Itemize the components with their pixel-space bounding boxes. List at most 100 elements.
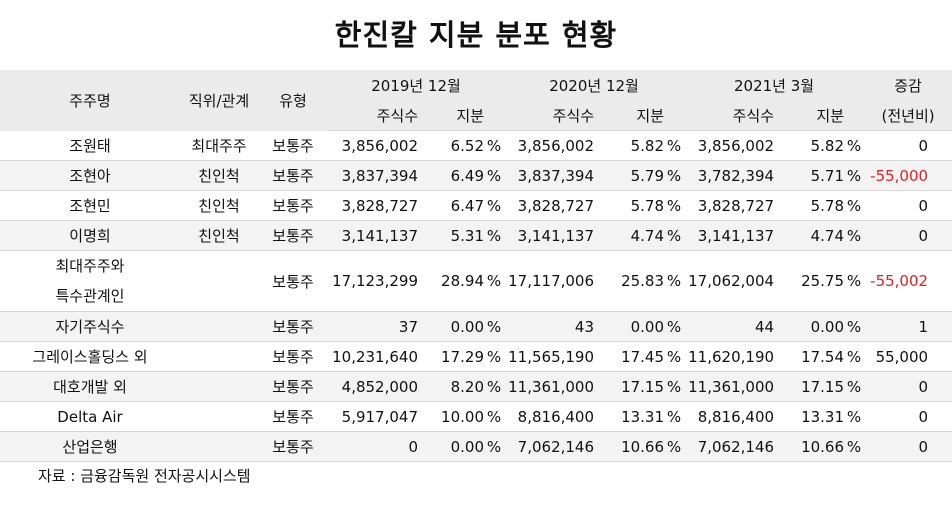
share-count: 11,565,190 — [504, 341, 595, 372]
shareholder-name: 조현민 — [0, 190, 180, 221]
table-row: 그레이스홀딩스 외 보통주 10,231,640 17.29% 11,565,190 17… — [0, 341, 952, 372]
header-shares-2021: 주식수 — [684, 100, 775, 131]
table-row: 조현아 친인척 보통주 3,837,394 6.49% 3,837,394 5.79% 3,7… — [0, 160, 952, 191]
change-value: 0 — [864, 371, 952, 402]
header-type: 유형 — [279, 91, 307, 110]
stake-percent: 10.66 — [594, 431, 665, 462]
shareholding-table: 주주명 직위/관계 유형 2019년 12월 2020년 12월 2021년 3… — [0, 70, 952, 462]
relation — [180, 341, 258, 372]
stake-percent: 10.66 — [774, 431, 845, 462]
table-row: 조원태 최대주주 보통주 3,856,002 6.52% 3,856,002 5.82% 3,… — [0, 130, 952, 161]
stake-percent: 5.79 — [594, 160, 665, 191]
header-stake-2019: 지분 — [418, 100, 484, 131]
header-change-sub: (전년비) — [864, 100, 952, 131]
share-type: 보통주 — [258, 401, 328, 432]
header-change: 증감 — [894, 76, 922, 95]
header-relation: 직위/관계 — [188, 91, 250, 110]
percent-sign: % — [844, 371, 865, 402]
share-count: 0 — [328, 431, 418, 462]
stake-percent: 6.52 — [418, 130, 484, 161]
stake-percent: 0.00 — [774, 311, 845, 342]
percent-sign: % — [484, 220, 505, 251]
share-count: 7,062,146 — [684, 431, 775, 462]
source-note: 자료 : 금융감독원 전자공시시스템 — [38, 467, 251, 485]
stake-percent: 6.47 — [418, 190, 484, 221]
table-row: 최대주주와 특수관계인 보통주 17,123,299 28.94% 17,117,006 2… — [0, 250, 952, 312]
share-count: 3,828,727 — [504, 190, 595, 221]
stake-percent: 4.74 — [594, 220, 665, 251]
share-count: 3,141,137 — [504, 220, 595, 251]
share-count: 3,782,394 — [684, 160, 775, 191]
change-value: 0 — [864, 190, 952, 221]
table-row: 이명희 친인척 보통주 3,141,137 5.31% 3,141,137 4.74% 3,1… — [0, 220, 952, 251]
stake-percent: 8.20 — [418, 371, 484, 402]
change-value: 0 — [864, 130, 952, 161]
shareholder-name: 최대주주와 특수관계인 — [0, 250, 180, 312]
share-count: 17,117,006 — [504, 250, 595, 312]
shareholder-name: 조원태 — [0, 130, 180, 161]
share-count: 4,852,000 — [328, 371, 418, 402]
percent-sign: % — [844, 130, 865, 161]
share-count: 3,828,727 — [328, 190, 418, 221]
share-count: 8,816,400 — [684, 401, 775, 432]
percent-sign: % — [484, 311, 505, 342]
stake-percent: 25.75 — [774, 250, 845, 312]
share-type: 보통주 — [258, 341, 328, 372]
share-type: 보통주 — [258, 220, 328, 251]
stake-percent: 13.31 — [594, 401, 665, 432]
header-period-2021: 2021년 3월 — [734, 76, 815, 95]
share-type: 보통주 — [258, 160, 328, 191]
percent-sign: % — [484, 160, 505, 191]
percent-sign: % — [484, 130, 505, 161]
relation: 최대주주 — [180, 130, 258, 161]
share-type: 보통주 — [258, 311, 328, 342]
change-value: 0 — [864, 431, 952, 462]
stake-percent: 0.00 — [418, 431, 484, 462]
table-row: 조현민 친인척 보통주 3,828,727 6.47% 3,828,727 5.78% 3,8… — [0, 190, 952, 221]
stake-percent: 4.74 — [774, 220, 845, 251]
share-count: 3,856,002 — [684, 130, 775, 161]
table-row: 자기주식수 보통주 37 0.00% 43 0.00% 44 0.00% 1 — [0, 311, 952, 342]
share-count: 11,361,000 — [504, 371, 595, 402]
shareholder-name: Delta Air — [0, 401, 180, 432]
table-row: 산업은행 보통주 0 0.00% 7,062,146 10.66% 7,062,146 10.… — [0, 431, 952, 462]
header-row-2: 주식수 지분 주식수 지분 주식수 지분 (전년비) — [0, 100, 952, 131]
percent-sign: % — [484, 431, 505, 462]
header-row-1: 주주명 직위/관계 유형 2019년 12월 2020년 12월 2021년 3… — [0, 70, 952, 110]
share-count: 3,856,002 — [328, 130, 418, 161]
percent-sign: % — [844, 401, 865, 432]
header-shares-2019: 주식수 — [328, 100, 418, 131]
relation: 친인척 — [180, 220, 258, 251]
change-value: -55,000 — [864, 160, 952, 191]
stake-percent: 6.49 — [418, 160, 484, 191]
stake-percent: 17.29 — [418, 341, 484, 372]
stake-percent: 13.31 — [774, 401, 845, 432]
header-stake-2021: 지분 — [774, 100, 845, 131]
stake-percent: 5.71 — [774, 160, 845, 191]
percent-sign: % — [664, 220, 685, 251]
percent-sign: % — [484, 341, 505, 372]
shareholder-name: 이명희 — [0, 220, 180, 251]
share-count: 3,141,137 — [684, 220, 775, 251]
table-row: Delta Air 보통주 5,917,047 10.00% 8,816,400 13.3… — [0, 401, 952, 432]
share-count: 3,828,727 — [684, 190, 775, 221]
share-type: 보통주 — [258, 371, 328, 402]
percent-sign: % — [844, 250, 865, 312]
shareholder-name: 산업은행 — [0, 431, 180, 462]
percent-sign: % — [664, 431, 685, 462]
relation: 친인척 — [180, 190, 258, 221]
shareholder-name: 그레이스홀딩스 외 — [0, 341, 180, 372]
percent-sign: % — [844, 341, 865, 372]
percent-sign: % — [844, 160, 865, 191]
share-count: 10,231,640 — [328, 341, 418, 372]
share-count: 3,837,394 — [328, 160, 418, 191]
share-type: 보통주 — [258, 250, 328, 312]
stake-percent: 5.82 — [594, 130, 665, 161]
share-count: 44 — [684, 311, 775, 342]
change-value: 55,000 — [864, 341, 952, 372]
shareholder-name: 자기주식수 — [0, 311, 180, 342]
stake-percent: 28.94 — [418, 250, 484, 312]
percent-sign: % — [844, 220, 865, 251]
share-count: 11,361,000 — [684, 371, 775, 402]
percent-sign: % — [664, 311, 685, 342]
